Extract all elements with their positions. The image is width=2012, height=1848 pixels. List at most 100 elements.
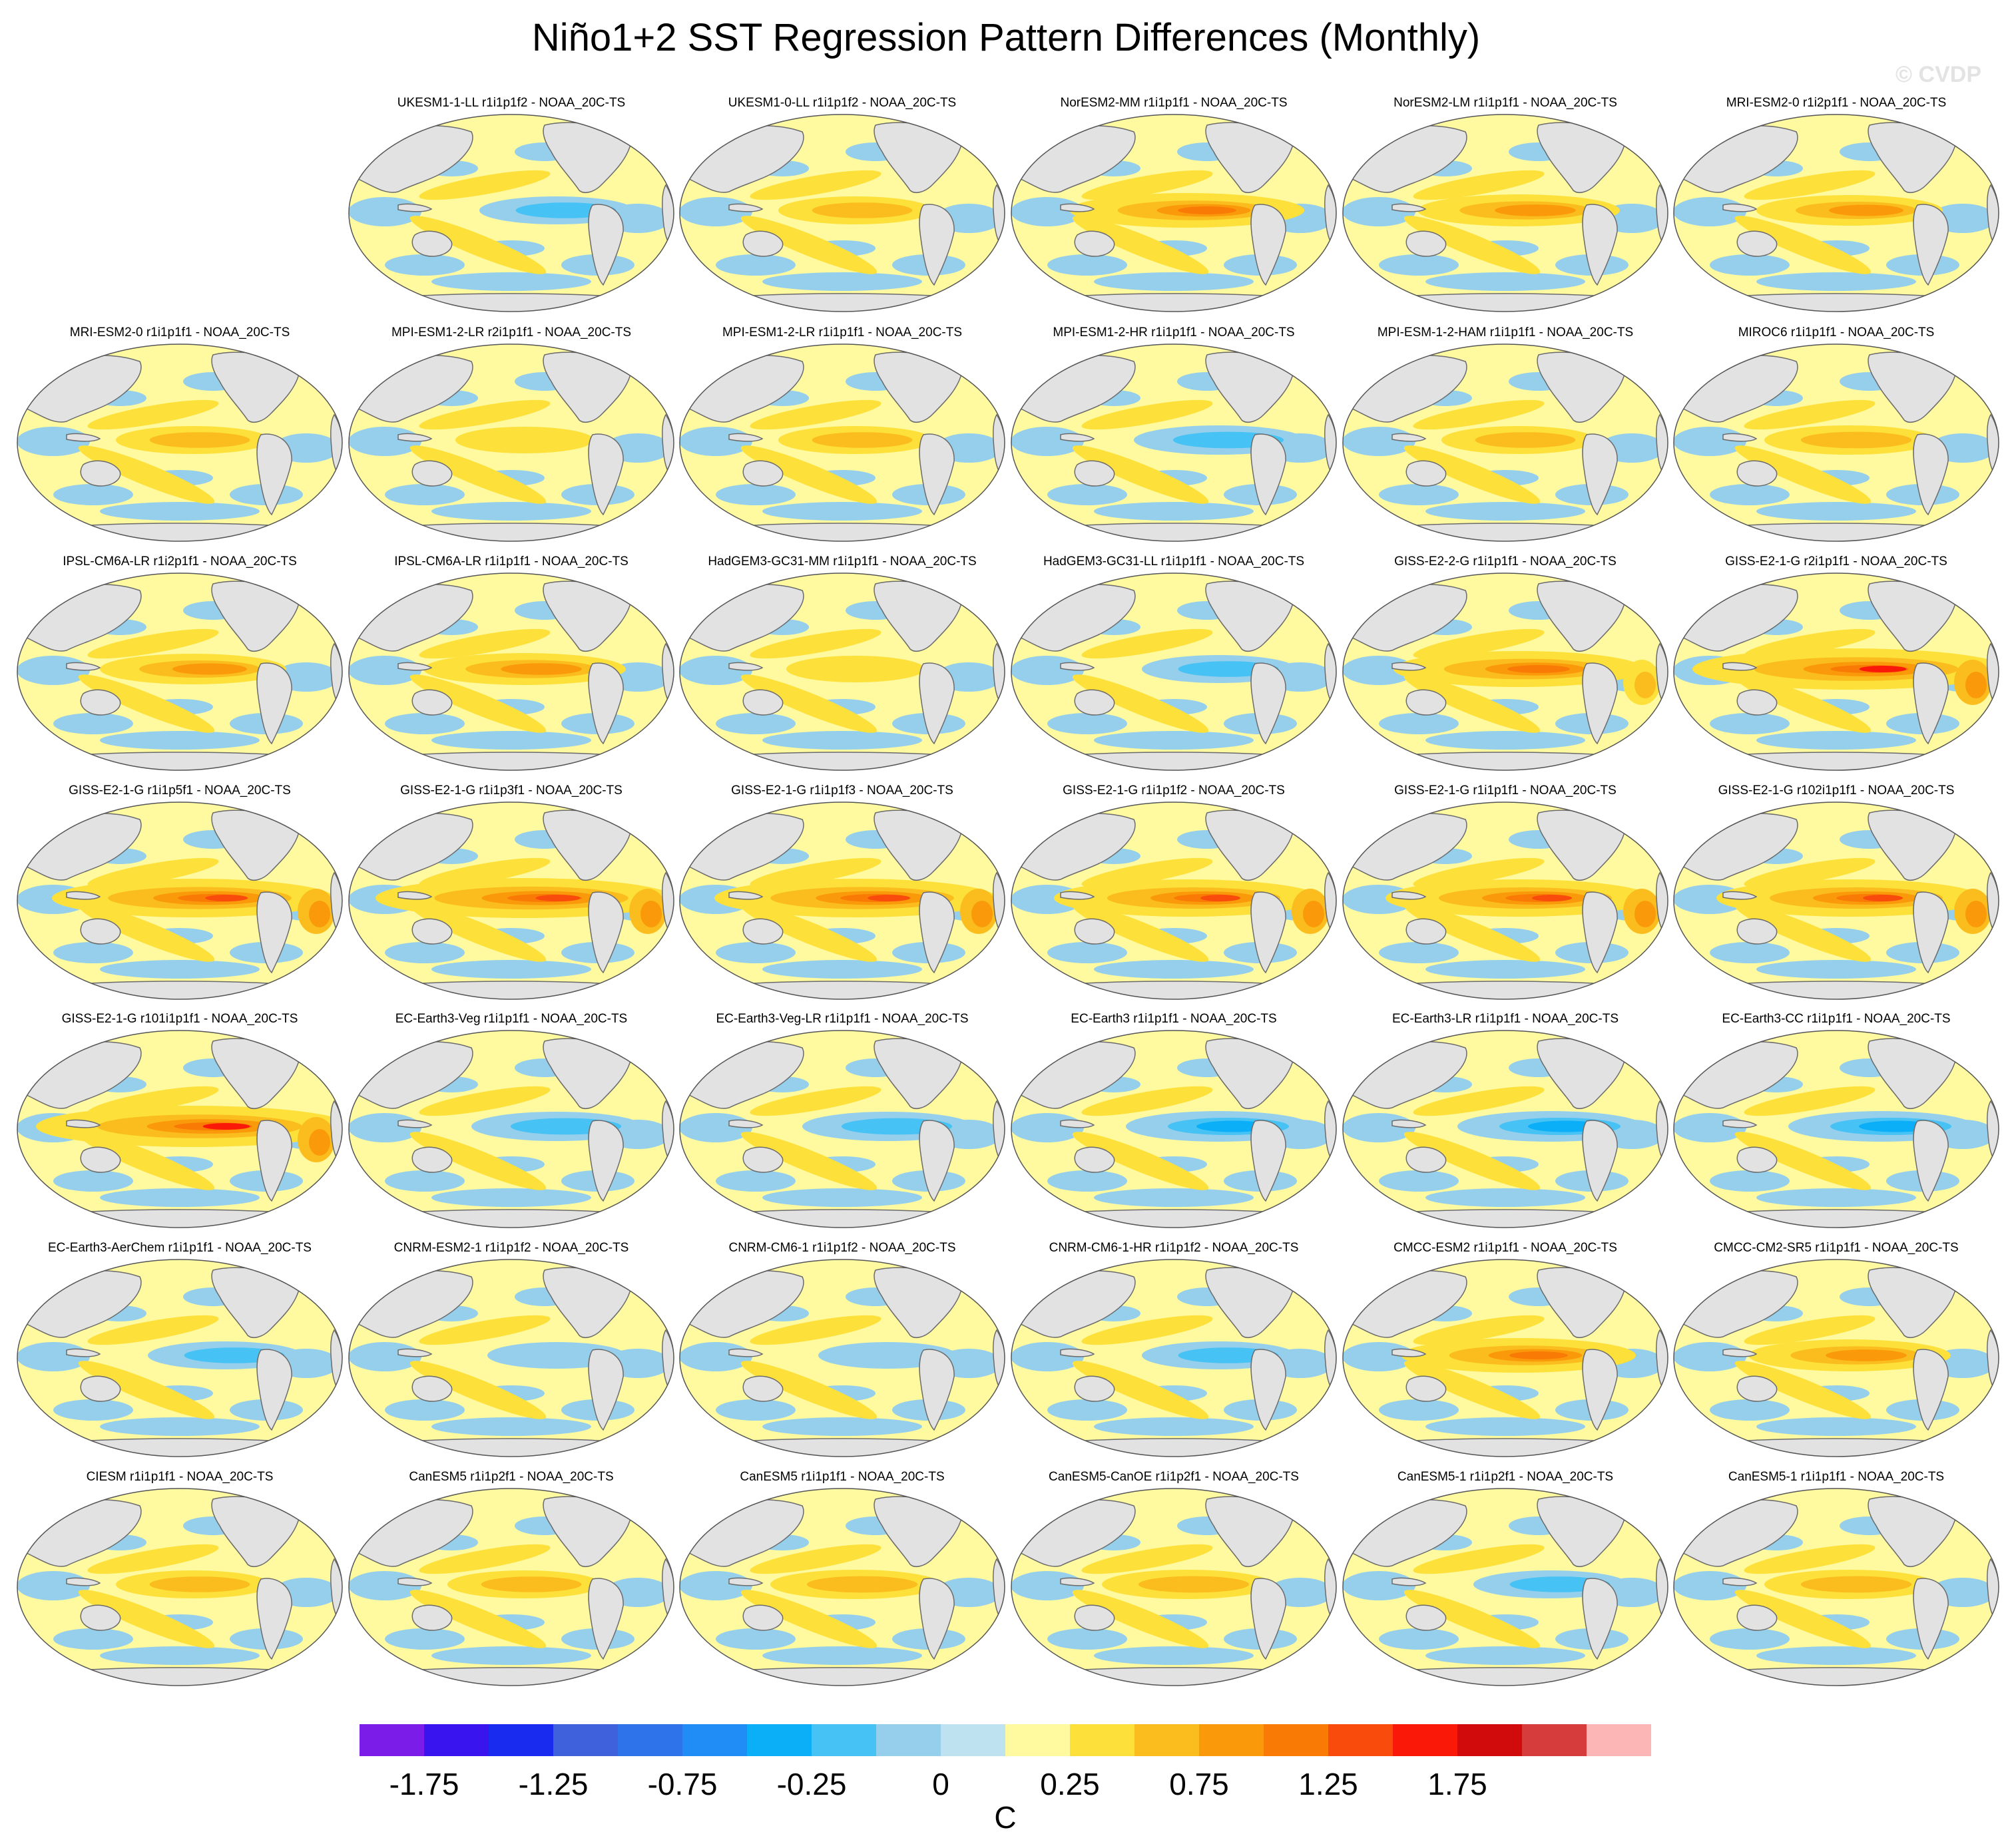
colorbar-swatch xyxy=(1522,1724,1587,1756)
land-mass xyxy=(680,1209,1005,1228)
land-mass xyxy=(1074,689,1115,716)
land-mass xyxy=(1582,433,1618,516)
map-panel: MRI-ESM2-0 r1i2p1f1 - NOAA_20C-TS xyxy=(1670,95,2003,324)
warm-anomaly-band xyxy=(78,1590,215,1648)
map-panel: GISS-E2-1-G r102i1p1f1 - NOAA_20C-TS xyxy=(1670,782,2003,1011)
colorbar-swatch xyxy=(553,1724,618,1756)
map-panel: UKESM1-1-LL r1i1p1f2 - NOAA_20C-TS xyxy=(345,95,678,324)
map-svg xyxy=(1342,802,1668,1000)
warm-anomaly-band xyxy=(1403,1361,1541,1419)
map-svg xyxy=(679,1488,1005,1686)
panel-label: CanESM5-CanOE r1i1p2f1 - NOAA_20C-TS xyxy=(1049,1470,1299,1484)
cool-anomaly-patch xyxy=(385,484,465,505)
land-mass xyxy=(941,1260,997,1279)
land-mass xyxy=(1250,1578,1286,1660)
cool-anomaly-patch xyxy=(53,1399,133,1421)
cool-anomaly-patch xyxy=(1047,942,1127,963)
land-mass xyxy=(66,662,101,671)
land-mass xyxy=(1674,1667,1999,1686)
land-mass xyxy=(588,891,624,974)
map-svg xyxy=(1011,802,1337,1000)
warm-anomaly-band xyxy=(1413,1544,1545,1574)
warm-anomaly-band xyxy=(419,399,551,430)
cool-anomaly-patch xyxy=(431,502,591,521)
land-mass xyxy=(278,802,334,822)
map-panel: CIESM r1i1p1f1 - NOAA_20C-TS xyxy=(13,1469,346,1698)
cool-anomaly-patch xyxy=(53,484,133,505)
map-outline xyxy=(679,114,1005,312)
panel-label: MPI-ESM1-2-LR r1i1p1f1 - NOAA_20C-TS xyxy=(722,326,963,340)
map-svg xyxy=(1011,114,1337,312)
land-mass xyxy=(1674,981,1999,999)
cool-anomaly-patch xyxy=(1425,1646,1585,1665)
cool-anomaly-patch xyxy=(100,1646,260,1665)
cool-anomaly-patch xyxy=(1756,731,1916,750)
land-mass xyxy=(588,1578,624,1660)
map-panel: GISS-E2-1-G r1i1p5f1 - NOAA_20C-TS xyxy=(13,782,346,1011)
land-mass xyxy=(256,662,292,745)
cool-anomaly-patch xyxy=(1710,1399,1790,1421)
land-mass xyxy=(1722,203,1758,212)
map-panel: CNRM-ESM2-1 r1i1p1f2 - NOAA_20C-TS xyxy=(345,1240,678,1469)
map-outline xyxy=(348,573,674,771)
equatorial-pacific-anomaly xyxy=(1178,206,1236,214)
cool-anomaly-patch xyxy=(1094,960,1254,979)
land-mass xyxy=(1011,1667,1336,1686)
land-mass xyxy=(941,1031,997,1050)
land-mass xyxy=(742,1375,784,1402)
cool-anomaly-patch xyxy=(1756,502,1916,521)
map-panel: CMCC-ESM2 r1i1p1f1 - NOAA_20C-TS xyxy=(1339,1240,1672,1469)
cool-anomaly-patch xyxy=(385,254,465,276)
warm-anomaly-band xyxy=(409,1590,547,1648)
colorbar-swatch xyxy=(682,1724,747,1756)
map-svg xyxy=(1342,344,1668,542)
land-mass xyxy=(1604,573,1660,593)
warm-anomaly-band xyxy=(740,1590,878,1648)
land-mass xyxy=(742,918,784,945)
warm-anomaly-band xyxy=(1413,857,1545,888)
map-svg xyxy=(348,114,674,312)
warm-anomaly-band xyxy=(78,445,215,504)
land-mass xyxy=(411,230,453,257)
equatorial-pacific-anomaly xyxy=(1495,204,1576,216)
cool-anomaly-patch xyxy=(431,1417,591,1436)
panel-label: CNRM-CM6-1 r1i1p1f2 - NOAA_20C-TS xyxy=(728,1241,956,1255)
land-mass xyxy=(1011,1438,1336,1457)
land-mass xyxy=(1405,1375,1447,1402)
map-outline xyxy=(1342,1488,1668,1686)
warm-anomaly-band xyxy=(750,1086,881,1116)
cool-anomaly-patch xyxy=(100,731,260,750)
map-panel: MPI-ESM1-2-LR r2i1p1f1 - NOAA_20C-TS xyxy=(345,324,678,553)
land-mass xyxy=(1935,1489,1991,1508)
warm-anomaly-band xyxy=(1072,216,1209,274)
land-mass xyxy=(1250,1120,1286,1202)
map-panel: HadGEM3-GC31-MM r1i1p1f1 - NOAA_20C-TS xyxy=(676,553,1009,782)
panel-label: CNRM-ESM2-1 r1i1p1f2 - NOAA_20C-TS xyxy=(393,1241,629,1255)
colorbar-tick-label: -1.25 xyxy=(518,1767,589,1801)
land-mass xyxy=(1736,230,1778,257)
cool-anomaly-patch xyxy=(716,1399,796,1421)
land-mass xyxy=(941,802,997,822)
warm-anomaly-band xyxy=(750,1544,881,1574)
land-mass xyxy=(1674,1438,1999,1457)
equatorial-pacific-anomaly xyxy=(1532,895,1572,901)
land-mass xyxy=(1343,1667,1668,1686)
land-mass xyxy=(1391,1577,1427,1586)
land-mass xyxy=(397,662,433,671)
warm-anomaly-band xyxy=(1081,170,1213,200)
colorbar-swatch xyxy=(1134,1724,1199,1756)
cool-anomaly-patch xyxy=(1425,960,1585,979)
colorbar-tick-label: 0 xyxy=(932,1767,949,1801)
land-mass xyxy=(680,1667,1005,1686)
warm-anomaly-band xyxy=(1072,445,1209,504)
cool-anomaly-patch xyxy=(762,1188,922,1207)
land-mass xyxy=(397,433,433,442)
land-mass xyxy=(66,1577,101,1586)
map-svg xyxy=(679,114,1005,312)
panel-label: CanESM5-1 r1i1p2f1 - NOAA_20C-TS xyxy=(1397,1470,1614,1484)
land-mass xyxy=(349,1667,674,1686)
colorbar-tick-label: -1.75 xyxy=(389,1767,459,1801)
cool-anomaly-patch xyxy=(1047,713,1127,734)
map-svg xyxy=(1673,1259,1999,1457)
land-mass xyxy=(1250,891,1286,974)
